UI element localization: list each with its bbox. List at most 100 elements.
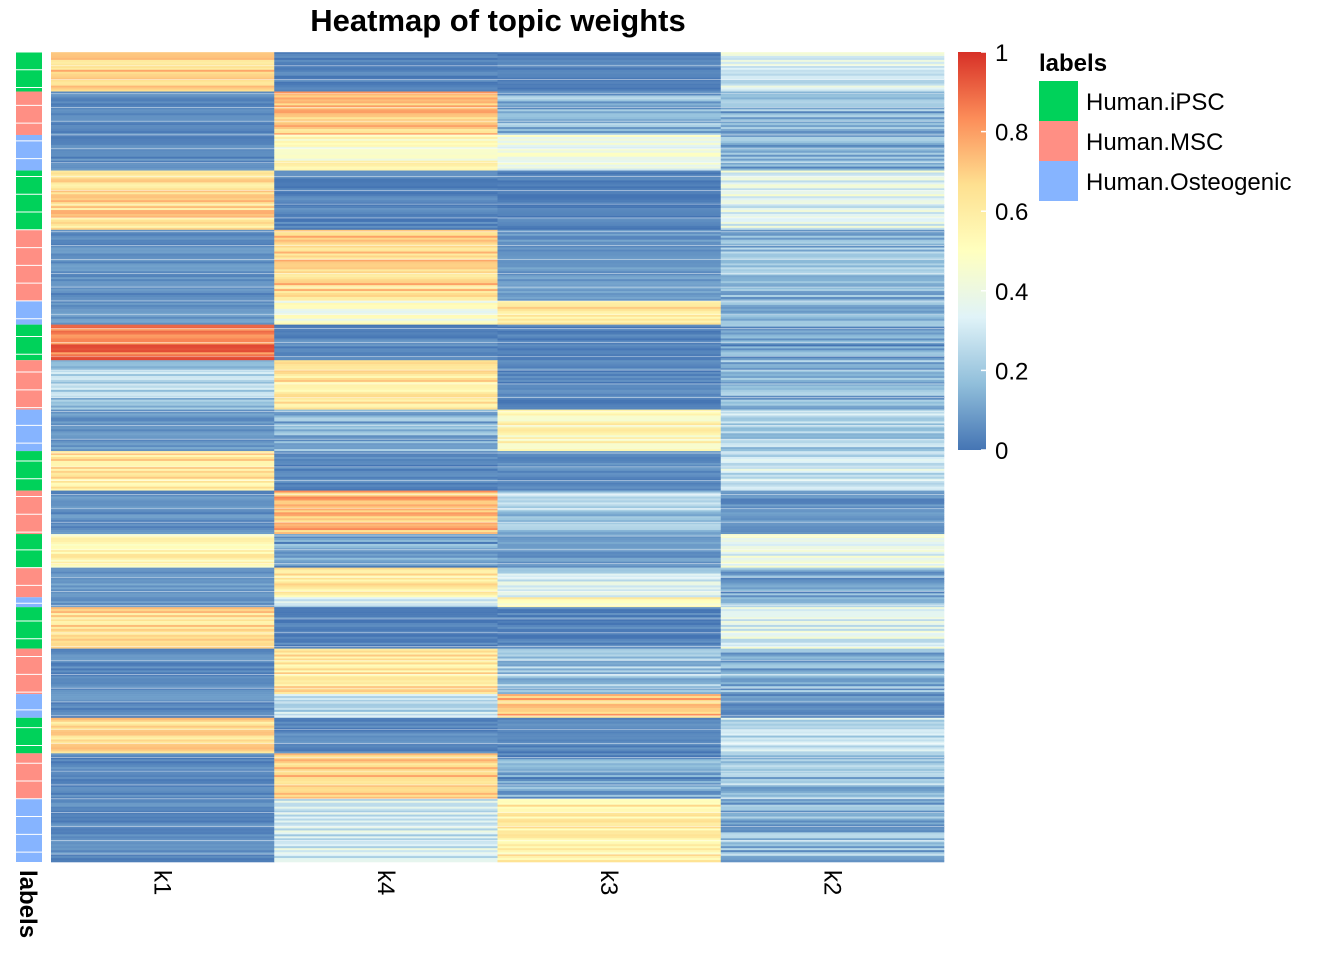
heatmap-cell (274, 784, 498, 788)
heatmap-cell (497, 376, 722, 379)
heatmap-cell (274, 624, 498, 628)
heatmap-cell (720, 239, 945, 242)
heatmap-cell (497, 261, 722, 264)
heatmap-cell (497, 334, 722, 337)
heatmap-cell (497, 437, 722, 440)
heatmap-cell (720, 265, 945, 268)
heatmap-cell (720, 786, 945, 790)
heatmap-cell (497, 840, 722, 843)
heatmap-cell (720, 113, 945, 116)
heatmap-cell (51, 162, 275, 165)
heatmap-cell (497, 539, 722, 543)
heatmap-cell (274, 372, 498, 375)
heatmap-cell (51, 376, 275, 379)
heatmap-cell (51, 146, 275, 150)
heatmap-cell (51, 628, 275, 632)
heatmap-cell (497, 854, 722, 857)
heatmap-cell (497, 617, 722, 620)
heatmap-cell (51, 178, 275, 181)
heatmap-cell (274, 198, 498, 201)
heatmap-cell (720, 775, 945, 778)
heatmap-cell (51, 219, 275, 223)
heatmap-cell (497, 127, 722, 130)
heatmap-cell (51, 293, 275, 296)
heatmap-cell (720, 223, 945, 227)
heatmap-cell (274, 826, 498, 829)
heatmap-cell (497, 810, 722, 813)
heatmap-cell (720, 741, 945, 744)
heatmap-cell (497, 162, 722, 165)
heatmap-cell (720, 460, 945, 464)
heatmap-cell (497, 208, 722, 211)
heatmap-cell (720, 676, 945, 679)
heatmap-cell (51, 77, 275, 80)
heatmap-cell (51, 575, 275, 578)
heatmap-cell (274, 856, 498, 859)
heatmap-cell (51, 296, 275, 300)
heatmap-cell (51, 474, 275, 478)
heatmap-cell (274, 204, 498, 207)
heatmap-cell (720, 200, 945, 203)
heatmap-cell (51, 324, 275, 327)
heatmap-cell (274, 717, 498, 721)
heatmap-cell (720, 158, 945, 161)
heatmap-cell (720, 107, 945, 110)
heatmap-cell (497, 405, 722, 408)
heatmap-cell (274, 125, 498, 128)
heatmap-cell (51, 721, 275, 725)
heatmap-cell (720, 565, 945, 568)
heatmap-cell (51, 563, 275, 566)
heatmap-cell (274, 269, 498, 272)
heatmap-cell (720, 615, 945, 618)
heatmap-cell (720, 235, 945, 239)
heatmap-cell (497, 514, 722, 517)
heatmap-cell (720, 425, 945, 428)
heatmap-cell (51, 457, 275, 460)
chart-title: Heatmap of topic weights (310, 3, 685, 38)
heatmap-cell (51, 281, 275, 284)
heatmap-cell (720, 654, 945, 657)
heatmap-cell (51, 257, 275, 260)
heatmap-cell (497, 518, 722, 521)
heatmap-cell (274, 291, 498, 294)
column-label-k2: k2 (818, 870, 845, 895)
heatmap-cell (720, 399, 945, 402)
heatmap-cell (274, 678, 498, 681)
heatmap-cell (51, 397, 275, 401)
heatmap-cell (274, 281, 498, 284)
heatmap-cell (497, 196, 722, 199)
heatmap-cell (720, 453, 945, 456)
heatmap-cell (274, 729, 498, 732)
heatmap-cell (274, 421, 498, 424)
heatmap-cell (51, 133, 275, 136)
heatmap-cell (274, 257, 498, 260)
heatmap-cell (497, 385, 722, 389)
heatmap-cell (720, 516, 945, 519)
heatmap-cell (274, 243, 498, 246)
heatmap-cell (720, 227, 945, 231)
heatmap-cell (51, 217, 275, 221)
heatmap-cell (720, 802, 945, 806)
heatmap-cell (497, 119, 722, 122)
heatmap-cell (497, 852, 722, 855)
heatmap-cell (497, 138, 722, 142)
heatmap-cell (497, 462, 722, 466)
heatmap-cell (720, 668, 945, 671)
heatmap-cell (497, 510, 722, 513)
heatmap-cell (720, 488, 945, 491)
heatmap-cell (51, 848, 275, 851)
heatmap-cell (720, 269, 945, 272)
heatmap-cell (51, 210, 275, 213)
heatmap-cell (274, 620, 498, 624)
heatmap-cell (720, 830, 945, 833)
heatmap-cell (720, 164, 945, 167)
heatmap-cell (51, 403, 275, 406)
heatmap-cell (720, 749, 945, 752)
heatmap-cell (51, 755, 275, 758)
heatmap-cell (720, 504, 945, 507)
heatmap-cell (274, 342, 498, 345)
heatmap-cell (274, 676, 498, 679)
heatmap-cell (51, 747, 275, 750)
heatmap-cell (274, 644, 498, 647)
heatmap-cell (51, 636, 275, 640)
